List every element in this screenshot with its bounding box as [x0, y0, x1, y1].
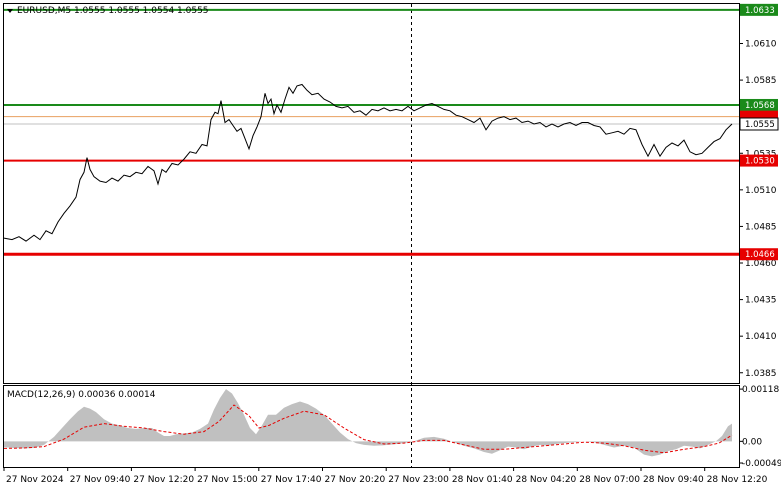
- price-tick-label: 1.0460: [745, 259, 777, 269]
- tag-green: 1.0568: [745, 101, 775, 111]
- time-tick-label: 28 Nov 04:20: [516, 475, 577, 485]
- time-tick-label: 28 Nov 01:40: [452, 475, 513, 485]
- time-tick-label: 27 Nov 15:00: [197, 475, 258, 485]
- price-tick-label: 1.0385: [745, 369, 777, 379]
- price-line: [3, 83, 733, 242]
- price-pane-frame: [3, 3, 740, 384]
- tag-red-lower-bg: [740, 248, 778, 261]
- macd-histogram: [4, 389, 732, 457]
- time-tick-label: 27 Nov 20:20: [325, 475, 386, 485]
- level-tags: 1.0633 1.0568 1.0555 1.0530 1.0466: [739, 3, 779, 261]
- tag-current-bg: [739, 117, 779, 131]
- macd-axis: 0.00118 0.00 -0.00049: [739, 385, 781, 469]
- time-tick-label: 27 Nov 23:00: [388, 475, 449, 485]
- tag-red-upper-bg: [740, 154, 778, 167]
- collapse-triangle-icon[interactable]: [7, 9, 13, 13]
- time-tick-label: 27 Nov 2024: [6, 475, 64, 485]
- time-tick-label: 27 Nov 09:40: [70, 475, 131, 485]
- tag-current: 1.0555: [745, 120, 775, 130]
- time-tick-label: 28 Nov 09:40: [643, 475, 704, 485]
- macd-tick-label: 0.00118: [742, 385, 779, 395]
- macd-header: MACD(12,26,9) 0.00036 0.00014: [7, 390, 156, 400]
- time-tick-label: 27 Nov 12:20: [133, 475, 194, 485]
- price-tick-label: 1.0485: [745, 222, 777, 232]
- macd-tick-label: 0.00: [742, 437, 762, 447]
- time-tick-label: 28 Nov 12:20: [707, 475, 768, 485]
- macd-signal-line: [3, 404, 733, 454]
- price-tick-label: 1.0535: [745, 149, 777, 159]
- price-tick-label: 1.0510: [745, 186, 777, 196]
- price-layer: [3, 8, 739, 256]
- tag-top-green: 1.0633: [745, 6, 775, 16]
- price-tick-label: 1.0435: [745, 296, 777, 306]
- macd-layer: [3, 389, 733, 457]
- symbol-header: EURUSD,M5 1.0555 1.0555 1.0554 1.0555: [17, 6, 209, 16]
- tag-red-upper: 1.0530: [745, 157, 775, 167]
- price-tick-label: 1.0410: [745, 332, 777, 342]
- tag-top-green-bg: [740, 3, 778, 16]
- price-tick-label: 1.0585: [745, 76, 777, 86]
- time-tick-label: 27 Nov 17:40: [261, 475, 322, 485]
- tag-green-bg: [740, 98, 778, 111]
- tag-red-lower: 1.0466: [745, 250, 775, 260]
- macd-tick-label: -0.00049: [742, 459, 781, 469]
- price-tick-label: 1.0610: [745, 40, 777, 50]
- time-axis: 27 Nov 2024 27 Nov 09:40 27 Nov 12:20 27 No…: [3, 467, 768, 485]
- time-tick-label: 28 Nov 07:00: [579, 475, 640, 485]
- price-axis: 1.06101.05851.05351.05101.04851.04601.04…: [739, 40, 777, 379]
